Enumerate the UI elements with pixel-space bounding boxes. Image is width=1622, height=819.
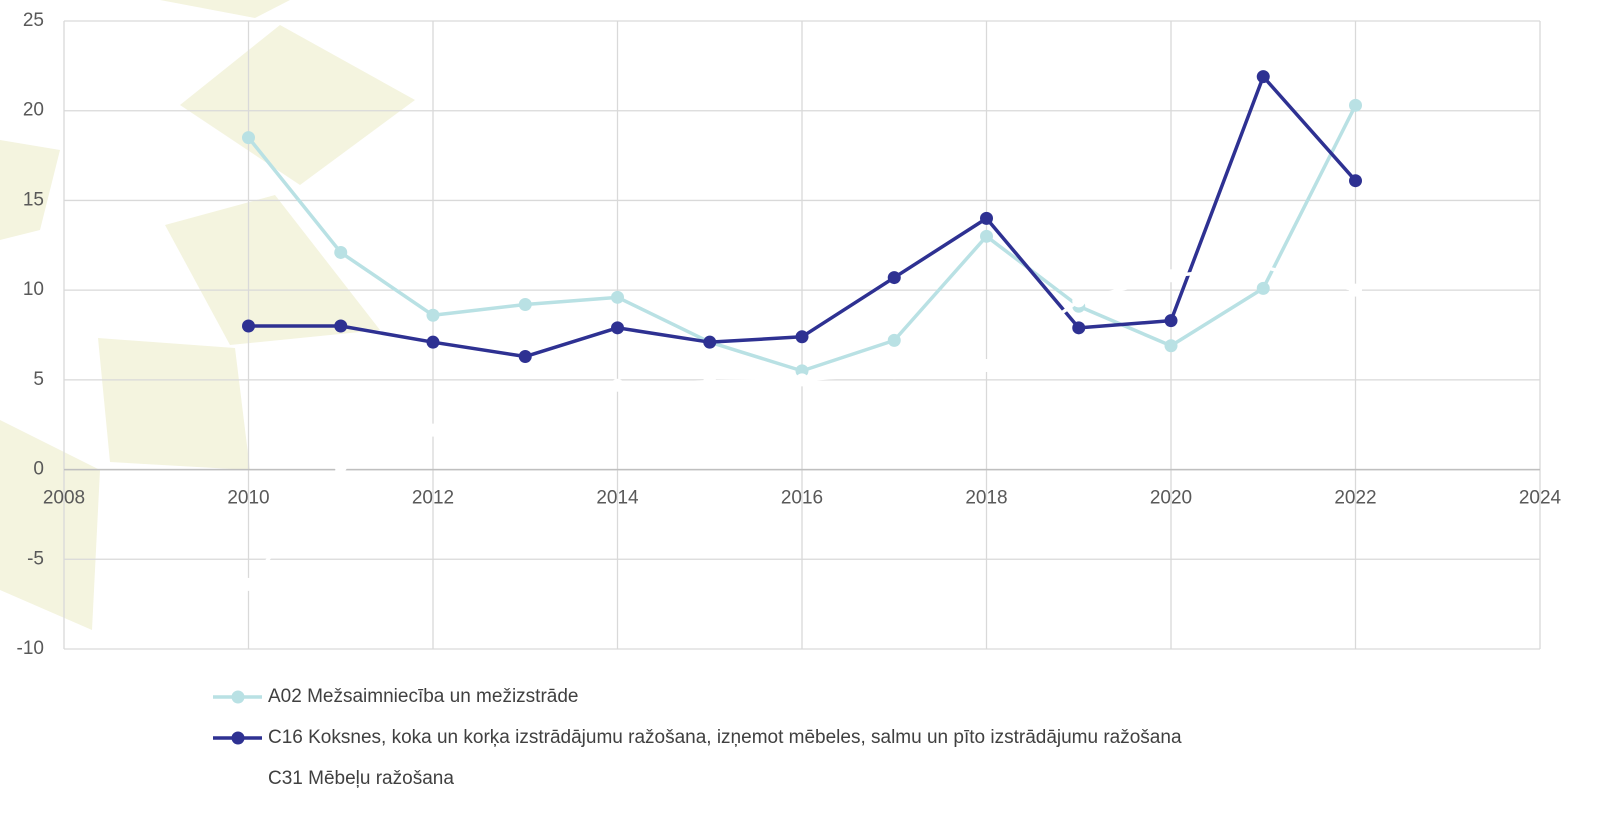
legend: A02 Mežsaimniecība un mežizstrāde C16 Kok…	[213, 686, 1182, 789]
legend-marker	[231, 690, 245, 704]
background-shape	[98, 338, 250, 470]
x-tick-label: 2024	[1519, 488, 1562, 509]
data-point	[518, 297, 532, 311]
data-point	[703, 375, 717, 389]
data-point	[1256, 70, 1270, 84]
data-point	[887, 271, 901, 285]
data-point	[1072, 321, 1086, 335]
x-tick-label: 2020	[1150, 488, 1192, 509]
background-shape	[0, 140, 60, 240]
legend-label: C16 Koksnes, koka un korķa izstrādājumu …	[268, 727, 1182, 748]
data-point	[426, 335, 440, 349]
data-point	[1349, 174, 1362, 188]
x-tick-label: 2018	[965, 488, 1007, 509]
data-point	[1072, 294, 1086, 308]
data-point	[1164, 269, 1178, 283]
y-tick-label: 15	[23, 189, 44, 210]
y-tick-label: 25	[23, 10, 44, 31]
background-shape	[180, 25, 415, 185]
legend-marker	[231, 731, 245, 745]
data-point	[795, 364, 809, 378]
y-tick-label: 0	[33, 459, 44, 480]
x-tick-label: 2014	[596, 488, 639, 509]
data-point	[1256, 260, 1270, 274]
x-tick-label: 2012	[412, 488, 454, 509]
x-tick-label: 2022	[1334, 488, 1376, 509]
data-point	[242, 131, 255, 145]
data-point	[611, 321, 624, 335]
data-point	[1164, 314, 1178, 328]
x-tick-label: 2010	[227, 488, 269, 509]
data-point	[518, 400, 532, 414]
data-point	[242, 319, 255, 333]
x-tick-label: 2008	[43, 488, 85, 509]
x-tick-label: 2016	[781, 488, 823, 509]
data-point	[795, 373, 809, 387]
data-point	[426, 423, 440, 437]
data-point	[980, 229, 993, 243]
background-shape	[160, 0, 290, 18]
data-point	[980, 211, 993, 225]
data-point	[795, 330, 809, 344]
data-point	[518, 350, 532, 364]
y-tick-label: 5	[33, 369, 44, 390]
data-point	[334, 459, 348, 473]
data-point	[1164, 339, 1178, 353]
legend-marker	[231, 772, 245, 786]
data-point	[334, 319, 348, 333]
data-point	[703, 335, 717, 349]
data-point	[1349, 283, 1362, 297]
data-point	[426, 308, 440, 322]
y-tick-label: -5	[27, 548, 44, 569]
data-point	[887, 333, 901, 347]
data-point	[611, 290, 624, 304]
background-shape	[165, 195, 380, 345]
data-point	[611, 378, 624, 392]
data-point	[242, 577, 255, 591]
background-shape	[0, 420, 100, 630]
plot	[242, 70, 1362, 591]
data-point	[980, 359, 993, 373]
legend-label: A02 Mežsaimniecība un mežizstrāde	[268, 686, 578, 707]
background-pattern	[0, 0, 415, 630]
data-point	[334, 245, 348, 259]
data-point	[887, 366, 901, 380]
grid: -10 -5 0 5 10 15 20 25 2008 2010 2012 2014 2016 2018 2…	[17, 10, 1562, 659]
y-tick-label: 20	[23, 100, 44, 121]
data-point	[1349, 98, 1362, 112]
y-tick-label: 10	[23, 279, 44, 300]
legend-label: C31 Mēbeļu ražošana	[268, 768, 454, 789]
data-point	[1256, 281, 1270, 295]
y-tick-label: -10	[17, 638, 44, 659]
